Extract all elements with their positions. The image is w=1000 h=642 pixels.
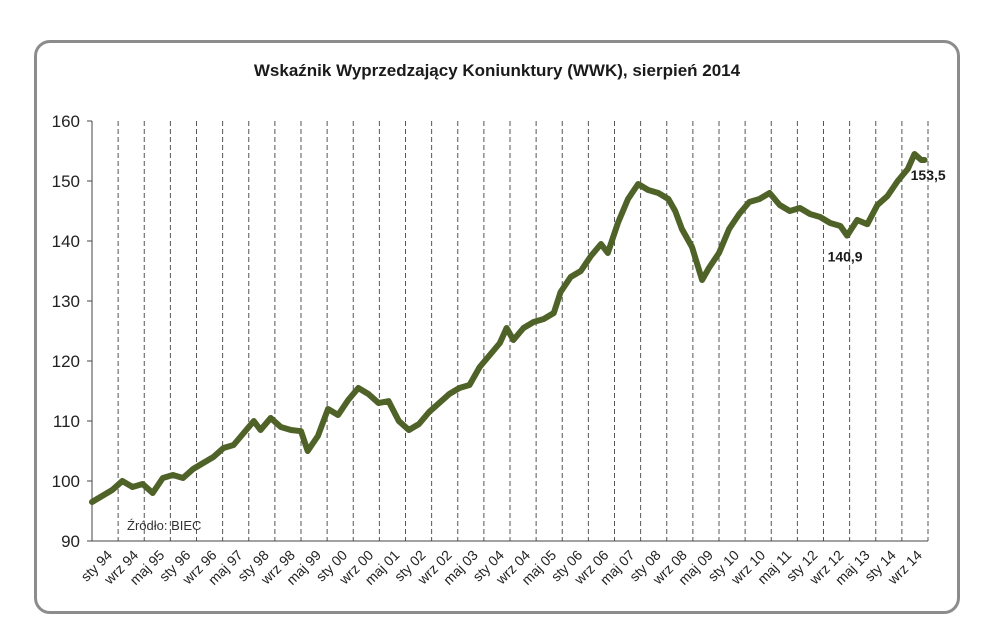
data-annotations: 140,9 153,5 <box>828 167 946 265</box>
y-tick-label: 130 <box>52 292 80 311</box>
y-tick-label: 120 <box>52 352 80 371</box>
y-axis: 90 100 110 120 130 140 150 160 <box>52 112 93 551</box>
y-tick-label: 90 <box>61 532 80 551</box>
y-tick-label: 100 <box>52 472 80 491</box>
data-label: 153,5 <box>911 167 946 183</box>
y-tick-label: 150 <box>52 172 80 191</box>
y-tick-label: 110 <box>53 412 80 431</box>
chart-title: Wskaźnik Wyprzedzający Koniunktury (WWK)… <box>254 61 741 80</box>
y-tick-label: 160 <box>52 112 80 131</box>
chart-frame <box>34 40 960 614</box>
data-label: 140,9 <box>828 249 863 265</box>
y-tick-label: 140 <box>52 232 80 251</box>
source-note: Źródło: BIEC <box>127 518 201 533</box>
grid-lines <box>117 121 929 541</box>
series-line-wwk <box>89 151 928 505</box>
